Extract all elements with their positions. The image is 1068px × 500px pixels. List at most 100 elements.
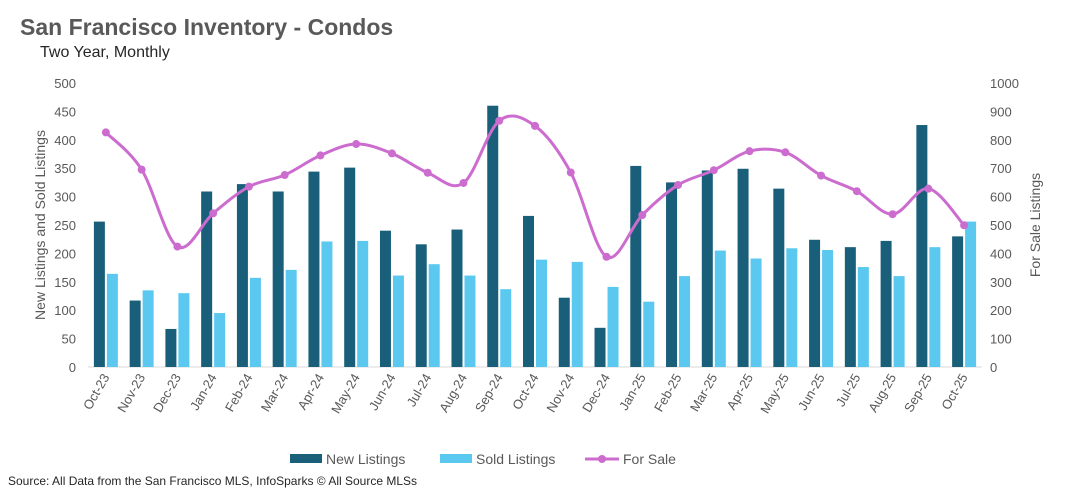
x-tick-label: May-24: [328, 371, 363, 416]
x-tick-label: Jul-24: [404, 371, 435, 409]
bar-sold-listings: [321, 241, 333, 367]
x-tick-label: Dec-23: [150, 371, 184, 415]
right-tick-label: 100: [990, 332, 1012, 347]
for-sale-point: [960, 221, 969, 230]
bar-sold-listings: [571, 261, 583, 367]
bar-sold-listings: [536, 259, 547, 367]
bar-new-listings: [129, 300, 141, 367]
bar-new-listings: [201, 191, 213, 367]
bar-sold-listings: [750, 258, 762, 367]
bar-new-listings: [308, 171, 320, 367]
x-tick-label: Apr-25: [724, 371, 757, 412]
x-tick-label: Aug-24: [436, 371, 470, 415]
left-tick-label: 400: [54, 133, 76, 148]
right-tick-label: 200: [990, 303, 1012, 318]
right-tick-label: 400: [990, 246, 1012, 261]
left-tick-label: 350: [54, 161, 76, 176]
for-sale-point: [566, 168, 575, 177]
bar-sold-listings: [786, 248, 798, 367]
bar-new-listings: [523, 215, 534, 367]
bar-sold-listings: [178, 293, 190, 367]
bar-new-listings: [272, 191, 284, 367]
x-tick-label: Feb-24: [222, 371, 256, 414]
right-tick-label: 900: [990, 104, 1012, 119]
x-tick-label: Apr-24: [295, 371, 328, 412]
bar-series: [93, 105, 977, 367]
left-tick-label: 0: [69, 360, 76, 375]
x-tick-label: Sep-24: [472, 371, 506, 415]
bar-sold-listings: [214, 313, 226, 367]
bar-new-listings: [93, 221, 105, 367]
for-sale-point: [352, 140, 361, 149]
x-axis-ticks: Oct-23 Nov-23 Dec-23 Jan-24 Feb-24 Mar-24 Apr-…: [80, 371, 971, 416]
bar-new-listings: [487, 105, 499, 367]
left-tick-label: 500: [54, 76, 76, 91]
x-tick-label: Nov-23: [114, 371, 148, 415]
bar-new-listings: [236, 184, 248, 367]
bar-new-listings: [630, 165, 642, 367]
bar-sold-listings: [249, 277, 261, 367]
bar-new-listings: [344, 167, 356, 367]
for-sale-point: [316, 151, 325, 160]
bar-sold-listings: [607, 286, 619, 367]
bar-sold-listings: [893, 276, 905, 367]
bar-sold-listings: [679, 276, 691, 367]
bar-sold-listings: [822, 249, 834, 367]
left-tick-label: 250: [54, 218, 76, 233]
legend-label-new-listings: New Listings: [326, 451, 405, 467]
for-sale-point: [745, 147, 754, 156]
for-sale-point: [137, 165, 146, 174]
for-sale-point: [459, 178, 468, 187]
bar-new-listings: [165, 328, 177, 367]
x-tick-label: Nov-24: [543, 371, 577, 415]
for-sale-point: [280, 171, 289, 180]
right-tick-label: 1000: [990, 76, 1019, 91]
for-sale-point: [852, 187, 861, 196]
legend-swatch-for-sale-marker: [598, 455, 606, 463]
bar-sold-listings: [428, 264, 440, 367]
for-sale-point: [888, 210, 897, 219]
right-tick-label: 700: [990, 161, 1012, 176]
legend-swatch-sold-listings: [440, 454, 472, 463]
for-sale-point: [817, 171, 826, 180]
for-sale-point: [101, 128, 110, 137]
bar-sold-listings: [714, 250, 726, 367]
bar-sold-listings: [965, 221, 977, 367]
bar-sold-listings: [142, 290, 154, 367]
chart-subtitle: Two Year, Monthly: [40, 44, 170, 61]
bar-sold-listings: [857, 267, 869, 367]
bar-new-listings: [451, 229, 463, 367]
x-tick-label: Dec-24: [579, 371, 613, 415]
y-axis-label-right: For Sale Listings: [1027, 173, 1043, 277]
chart-title: San Francisco Inventory - Condos: [20, 14, 394, 40]
bar-new-listings: [844, 247, 856, 367]
x-tick-label: Mar-25: [687, 371, 721, 414]
left-tick-label: 300: [54, 190, 76, 205]
bar-new-listings: [594, 327, 606, 367]
for-sale-point: [387, 149, 396, 158]
bar-sold-listings: [357, 240, 369, 367]
bar-new-listings: [415, 244, 427, 367]
bar-new-listings: [701, 170, 713, 367]
left-tick-label: 50: [62, 332, 76, 347]
for-sale-point: [173, 242, 182, 251]
right-tick-label: 800: [990, 133, 1012, 148]
legend-swatch-new-listings: [290, 454, 322, 463]
legend: New Listings Sold Listings For Sale: [290, 451, 676, 467]
bar-new-listings: [880, 240, 892, 367]
for-sale-point: [924, 184, 933, 193]
for-sale-point: [244, 182, 253, 191]
bar-sold-listings: [106, 273, 118, 367]
x-tick-label: Oct-25: [938, 371, 970, 412]
x-tick-label: Oct-24: [509, 371, 541, 412]
bar-sold-listings: [285, 269, 297, 367]
right-tick-label: 500: [990, 218, 1012, 233]
left-tick-label: 100: [54, 303, 76, 318]
bar-new-listings: [952, 236, 964, 367]
for-sale-point: [781, 148, 790, 157]
for-sale-point: [423, 168, 432, 177]
for-sale-line: [104, 114, 966, 260]
right-axis-ticks: 0 100 200 300 400 500 600 700 800 900 1000: [990, 76, 1019, 375]
x-tick-label: Sep-25: [901, 371, 935, 415]
